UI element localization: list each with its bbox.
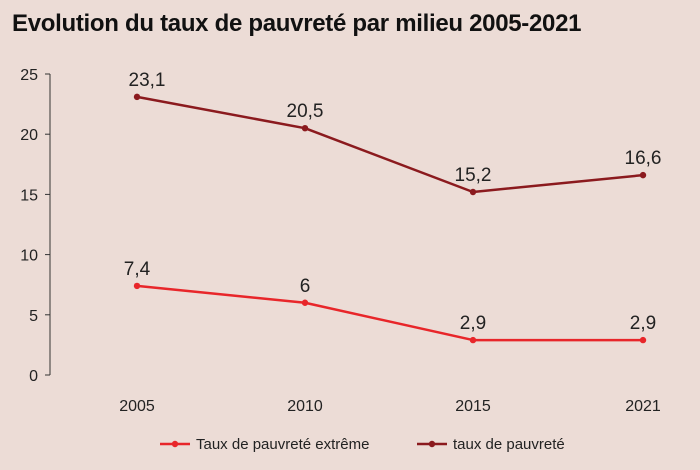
series-group: 7,4 6 2,9 2,9 23,1 20,5 15,2 16,6 xyxy=(124,70,662,344)
y-tick-label: 10 xyxy=(20,248,38,265)
data-label: 2,9 xyxy=(460,313,486,334)
y-tick-label: 20 xyxy=(20,127,38,144)
data-label: 7,4 xyxy=(124,259,151,280)
data-point xyxy=(133,93,141,101)
axes: 0 5 10 15 20 25 2005 2010 2015 2021 xyxy=(20,67,661,415)
x-tick-label: 2015 xyxy=(455,398,491,415)
y-tick-label: 15 xyxy=(20,187,38,204)
legend-marker-0 xyxy=(171,440,179,448)
y-tick-label: 25 xyxy=(20,67,38,84)
data-label: 23,1 xyxy=(129,70,166,91)
data-label: 15,2 xyxy=(455,165,492,186)
data-label: 2,9 xyxy=(630,313,656,334)
legend-label-0: Taux de pauvreté extrême xyxy=(196,436,369,453)
legend: Taux de pauvreté extrême taux de pauvreté xyxy=(160,436,565,453)
data-point xyxy=(469,188,477,196)
y-tick-label: 0 xyxy=(29,368,38,385)
data-point xyxy=(469,336,477,344)
y-tick-label: 5 xyxy=(29,308,38,325)
chart-title: Evolution du taux de pauvreté par milieu… xyxy=(12,10,582,37)
data-point xyxy=(301,299,309,306)
legend-label-1: taux de pauvreté xyxy=(453,436,565,453)
data-label: 20,5 xyxy=(287,101,324,122)
data-point xyxy=(639,171,647,179)
data-point xyxy=(133,282,141,290)
series-line-1 xyxy=(136,95,644,194)
legend-marker-1 xyxy=(428,440,436,448)
x-tick-label: 2010 xyxy=(287,398,323,415)
data-label: 6 xyxy=(300,276,311,297)
data-point xyxy=(301,124,309,132)
data-label: 16,6 xyxy=(625,148,662,169)
data-point xyxy=(639,336,647,344)
x-tick-label: 2005 xyxy=(119,398,155,415)
x-tick-label: 2021 xyxy=(625,398,661,415)
series-line-0 xyxy=(136,284,643,342)
